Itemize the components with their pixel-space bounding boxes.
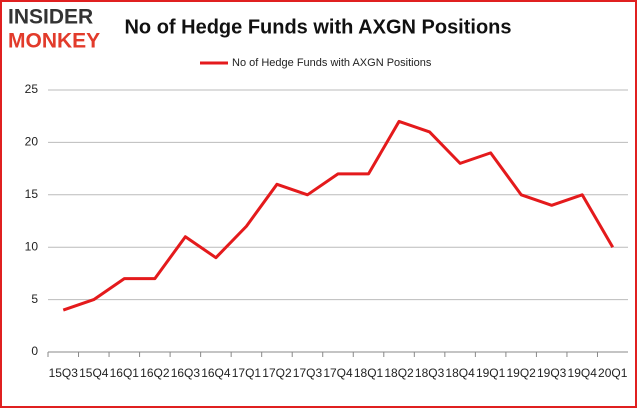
- x-tick-label: 19Q1: [476, 366, 506, 380]
- x-tick-label: 19Q3: [537, 366, 567, 380]
- y-tick-label: 5: [31, 292, 38, 306]
- y-tick-label: 10: [25, 239, 39, 253]
- x-tick-label: 18Q3: [415, 366, 445, 380]
- data-line: [62, 119, 615, 312]
- legend-label: No of Hedge Funds with AXGN Positions: [232, 57, 432, 69]
- x-tick-label: 17Q2: [262, 366, 292, 380]
- x-tick-label: 16Q4: [201, 366, 231, 380]
- x-tick-label: 16Q3: [171, 366, 201, 380]
- x-tick-label: 16Q1: [110, 366, 140, 380]
- x-tick-label: 17Q4: [323, 366, 353, 380]
- y-tick-label: 15: [25, 187, 39, 201]
- x-tick-label: 20Q1: [598, 366, 628, 380]
- x-tick-label: 16Q2: [140, 366, 170, 380]
- x-tick-label: 19Q4: [568, 366, 598, 380]
- x-tick-label: 18Q4: [445, 366, 475, 380]
- x-tick-label: 17Q1: [232, 366, 262, 380]
- logo-top: INSIDER: [8, 6, 93, 29]
- x-tick-label: 19Q2: [506, 366, 536, 380]
- y-tick-label: 0: [31, 344, 38, 358]
- logo-bottom: MONKEY: [8, 30, 100, 53]
- y-tick-label: 20: [25, 135, 39, 149]
- x-tick-label: 18Q2: [384, 366, 414, 380]
- x-tick-label: 15Q3: [49, 366, 79, 380]
- x-tick-label: 15Q4: [79, 366, 109, 380]
- x-tick-label: 18Q1: [354, 366, 384, 380]
- y-tick-label: 25: [25, 82, 39, 96]
- x-tick-label: 17Q3: [293, 366, 323, 380]
- chart-title: No of Hedge Funds with AXGN Positions: [124, 16, 511, 38]
